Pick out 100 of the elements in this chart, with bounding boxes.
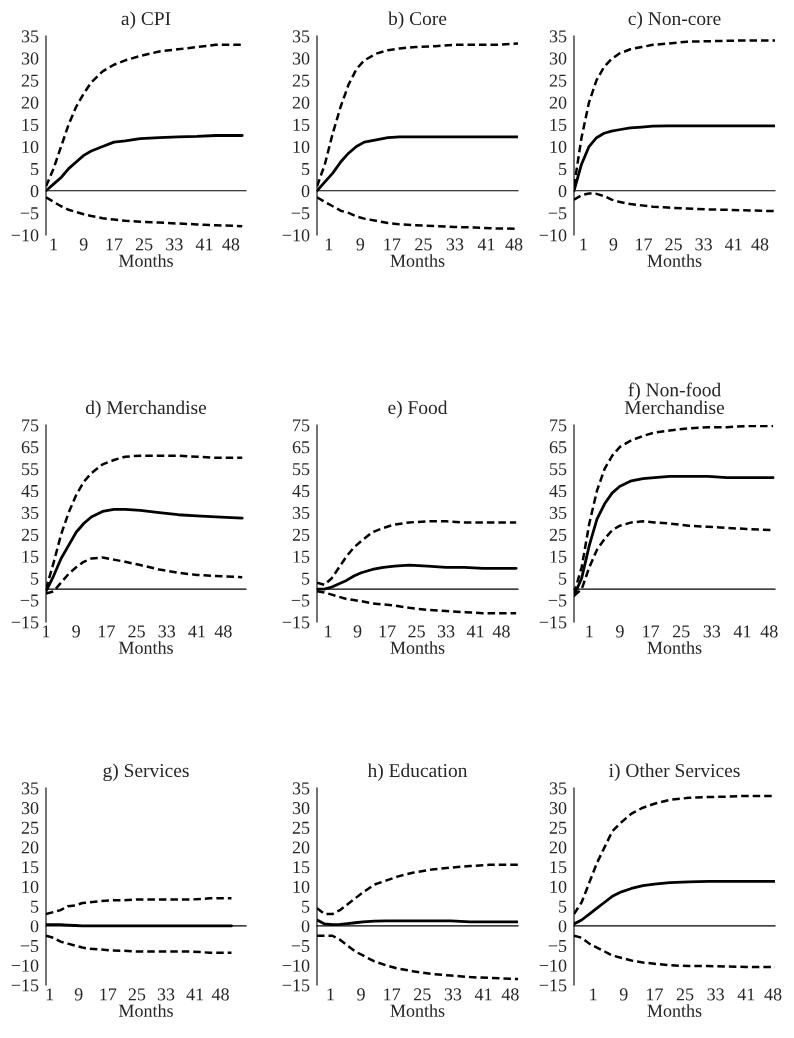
x-tick-label: 9	[79, 238, 88, 251]
y-tick-label: 45	[292, 485, 310, 498]
y-tick-label: 65	[549, 441, 567, 454]
x-tick-label: 9	[72, 625, 80, 638]
y-tick-label: 65	[292, 441, 310, 454]
y-tick-label: 15	[22, 861, 39, 874]
x-tick-label: 1	[325, 625, 332, 638]
y-tick-label: 15	[550, 550, 567, 563]
y-tick-label: −15	[282, 979, 310, 992]
x-tick-label: 1	[325, 238, 333, 251]
y-tick-label: 5	[31, 163, 39, 176]
x-tick-label: 33	[703, 625, 721, 638]
x-axis-title: Months	[390, 254, 445, 267]
x-tick-label: 41	[733, 625, 751, 638]
y-tick-label: 5	[302, 900, 310, 913]
chart-title: i) Other Services	[609, 763, 740, 782]
x-tick-label: 41	[466, 625, 484, 638]
y-tick-label: 10	[550, 140, 567, 153]
y-tick-label: 25	[292, 74, 310, 87]
y-tick-label: 5	[31, 900, 39, 913]
y-tick-label: 30	[292, 801, 310, 815]
y-tick-label: 35	[292, 30, 310, 43]
x-tick-label: 1	[43, 625, 50, 638]
y-tick-label: 25	[21, 528, 39, 541]
y-tick-label: 20	[292, 841, 310, 854]
x-tick-label: 41	[186, 988, 204, 1001]
x-axis-title: Months	[647, 641, 702, 654]
y-tick-label: 75	[550, 419, 567, 432]
y-tick-label: 25	[292, 528, 310, 541]
x-tick-label: 17	[636, 238, 653, 251]
y-tick-label: −10	[539, 229, 567, 242]
y-tick-label: 30	[292, 52, 310, 65]
y-tick-label: 5	[302, 163, 310, 176]
x-tick-label: 25	[672, 625, 690, 638]
x-tick-label: 33	[446, 238, 464, 251]
y-tick-label: 10	[293, 140, 310, 153]
x-tick-label: 17	[98, 625, 115, 638]
y-tick-label: 0	[301, 920, 310, 933]
y-tick-label: 25	[549, 74, 567, 87]
x-axis-title: Months	[647, 254, 702, 267]
y-tick-label: 35	[21, 506, 39, 519]
y-tick-label: −15	[11, 979, 39, 992]
y-tick-label: −5	[20, 207, 39, 220]
y-tick-label: 0	[558, 920, 567, 933]
y-tick-label: −15	[282, 616, 310, 629]
y-tick-label: −5	[20, 594, 39, 607]
y-tick-label: 45	[549, 485, 567, 498]
x-tick-label: 9	[616, 625, 624, 638]
x-tick-label: 33	[157, 988, 175, 1001]
x-tick-label: 25	[414, 988, 431, 1001]
y-tick-label: 65	[21, 441, 39, 454]
y-tick-label: −10	[282, 229, 310, 242]
y-tick-label: 0	[558, 185, 567, 198]
y-tick-label: 10	[22, 880, 39, 893]
y-tick-label: 30	[549, 52, 567, 65]
x-tick-label: 41	[737, 988, 755, 1001]
y-tick-label: 35	[549, 30, 567, 43]
x-tick-label: 17	[384, 988, 401, 1001]
y-tick-label: 15	[293, 861, 310, 874]
x-tick-label: 9	[74, 988, 83, 1001]
x-tick-label: 41	[188, 625, 205, 638]
x-tick-label: 17	[643, 625, 660, 638]
y-tick-label: 35	[549, 506, 567, 519]
x-tick-label: 1	[50, 238, 57, 251]
x-tick-label: 17	[384, 238, 401, 251]
y-tick-label: 0	[30, 920, 39, 933]
x-axis-title: Months	[390, 1004, 445, 1017]
x-tick-label: 33	[707, 988, 724, 1001]
y-tick-label: −15	[539, 979, 567, 992]
y-tick-label: 5	[559, 900, 567, 913]
y-tick-label: 25	[549, 528, 567, 541]
y-tick-label: 5	[559, 163, 567, 176]
y-tick-label: 75	[293, 419, 310, 432]
x-tick-label: 33	[166, 238, 183, 251]
y-tick-label: −5	[20, 940, 39, 953]
y-tick-label: 35	[21, 30, 39, 43]
y-tick-label: 20	[549, 96, 567, 109]
y-tick-label: 55	[22, 463, 39, 476]
chart-title: f) Non-food Merchandise	[624, 382, 725, 415]
x-tick-label: 25	[665, 238, 682, 251]
y-tick-label: 35	[549, 782, 567, 795]
y-tick-label: 5	[31, 572, 39, 585]
x-tick-label: 48	[501, 988, 519, 1001]
x-tick-label: 9	[356, 238, 365, 251]
x-axis-title: Months	[118, 641, 173, 654]
y-tick-label: 20	[21, 96, 39, 109]
x-tick-label: 17	[100, 988, 117, 1001]
y-tick-label: 35	[292, 782, 310, 795]
x-tick-label: 48	[222, 238, 240, 251]
x-tick-label: 9	[353, 625, 362, 638]
y-tick-label: 15	[22, 118, 39, 131]
chart-title: e) Food	[388, 400, 448, 419]
y-tick-label: 10	[22, 140, 39, 153]
y-tick-label: 20	[292, 96, 310, 109]
y-tick-label: 15	[293, 118, 310, 131]
y-tick-label: 15	[293, 550, 310, 563]
y-tick-label: 75	[22, 419, 39, 432]
x-tick-label: 41	[725, 238, 742, 251]
y-tick-label: 25	[21, 821, 39, 834]
y-tick-label: −15	[11, 616, 39, 629]
